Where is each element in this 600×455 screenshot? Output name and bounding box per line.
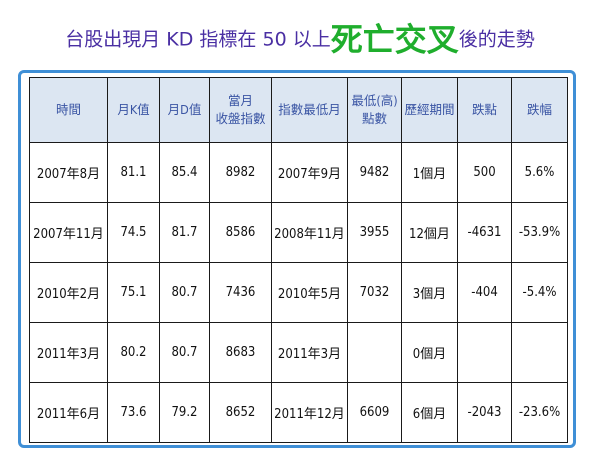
table-header-row: 時間 月K值 月D值 當月 收盤指數 指數最低月 最低(高) 點數 歷經期間 跌點 跌幅 [29,77,568,143]
table-row: 2007年11月 74.5 81.7 8586 2008年11月 3955 12個月 -463… [29,202,568,263]
column-header-label: 月K值 [117,102,150,117]
drop-points-cell [457,322,512,383]
period-cell: 1個月 [401,142,458,203]
low-points-cell: 6609 [347,382,402,443]
time-cell: 2010年2月 [29,262,108,323]
period-cell: 6個月 [401,382,458,443]
close-index-cell: 7436 [209,262,272,323]
k-value-cell: 81.1 [107,142,160,203]
column-header: 時間 [29,77,108,143]
time-cell: 2007年11月 [29,202,108,263]
period-cell: 12個月 [401,202,458,263]
title-prefix: 台股出現月 KD 指標在 50 以上 [65,28,331,51]
drop-points-cell: -404 [457,262,512,323]
column-header-label: 時間 [55,102,81,117]
table-row: 2011年3月 80.2 80.7 8683 2011年3月 0個月 [29,322,568,383]
table-frame: 時間 月K值 月D值 當月 收盤指數 指數最低月 最低(高) 點數 歷經期間 跌點 跌幅 2007年… [18,70,576,448]
close-index-cell: 8586 [209,202,272,263]
column-header-label: 當月 [227,93,253,108]
drop-pct-cell: -23.6% [511,382,568,443]
low-points-cell: 7032 [347,262,402,323]
column-header: 跌幅 [511,77,568,143]
close-index-cell: 8652 [209,382,272,443]
low-points-cell [347,322,402,383]
close-index-cell: 8683 [209,322,272,383]
title-suffix: 後的走勢 [458,28,535,51]
d-value-cell: 80.7 [159,262,210,323]
d-value-cell: 80.7 [159,322,210,383]
column-header-label: 最低(高) [351,93,398,108]
low-month-cell: 2011年3月 [271,322,348,383]
column-header-label: 收盤指數 [215,111,266,126]
d-value-cell: 85.4 [159,142,210,203]
drop-pct-cell: 5.6% [511,142,568,203]
table-row: 2011年6月 73.6 79.2 8652 2011年12月 6609 6個月 -2043-… [29,382,568,443]
low-points-cell: 3955 [347,202,402,263]
page-title: 台股出現月 KD 指標在 50 以上死亡交叉後的走勢 [0,18,600,60]
drop-points-cell: 500 [457,142,512,203]
low-month-cell: 2007年9月 [271,142,348,203]
table-row: 2007年8月 81.1 85.4 8982 2007年9月 9482 1個月 500 5.6% [29,142,568,203]
k-value-cell: 73.6 [107,382,160,443]
drop-points-cell: -2043 [457,382,512,443]
low-month-cell: 2011年12月 [271,382,348,443]
table-body: 2007年8月 81.1 85.4 8982 2007年9月 9482 1個月 500 5.6%… [29,142,568,443]
column-header: 月K值 [107,77,160,143]
drop-pct-cell: -53.9% [511,202,568,263]
column-header-label: 跌幅 [526,102,552,117]
drop-points-cell: -4631 [457,202,512,263]
column-header: 最低(高) 點數 [347,77,402,143]
column-header-label: 月D值 [167,102,202,117]
column-header: 歷經期間 [401,77,458,143]
k-value-cell: 75.1 [107,262,160,323]
period-cell: 3個月 [401,262,458,323]
column-header: 當月 收盤指數 [209,77,272,143]
low-points-cell: 9482 [347,142,402,203]
period-cell: 0個月 [401,322,458,383]
time-cell: 2007年8月 [29,142,108,203]
column-header-label: 指數最低月 [278,102,341,117]
column-header: 指數最低月 [271,77,348,143]
time-cell: 2011年3月 [29,322,108,383]
column-header-label: 跌點 [471,102,497,117]
low-month-cell: 2008年11月 [271,202,348,263]
column-header: 月D值 [159,77,210,143]
time-cell: 2011年6月 [29,382,108,443]
d-value-cell: 79.2 [159,382,210,443]
close-index-cell: 8982 [209,142,272,203]
k-value-cell: 80.2 [107,322,160,383]
drop-pct-cell [511,322,568,383]
table-row: 2010年2月 75.1 80.7 7436 2010年5月 7032 3個月 -404 -5.… [29,262,568,323]
k-value-cell: 74.5 [107,202,160,263]
data-table: 時間 月K值 月D值 當月 收盤指數 指數最低月 最低(高) 點數 歷經期間 跌點 跌幅 2007年… [29,77,568,443]
column-header: 跌點 [457,77,512,143]
drop-pct-cell: -5.4% [511,262,568,323]
low-month-cell: 2010年5月 [271,262,348,323]
title-highlight: 死亡交叉 [330,20,459,59]
d-value-cell: 81.7 [159,202,210,263]
column-header-label: 點數 [361,111,387,126]
column-header-label: 歷經期間 [404,102,455,117]
